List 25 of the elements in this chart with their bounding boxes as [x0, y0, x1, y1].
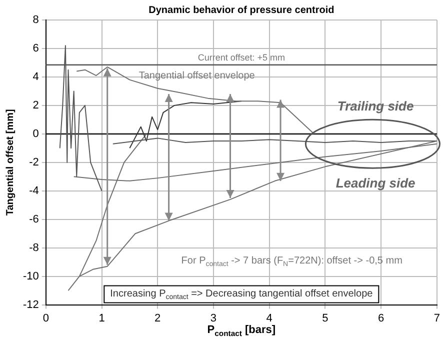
ref-line-label: Current offset: +5 mm — [198, 52, 285, 62]
annotation: Leading side — [336, 175, 416, 190]
x-tick-label: 1 — [98, 312, 105, 324]
annotation: Tangential offset envelope — [138, 70, 256, 82]
y-tick-label: 6 — [32, 42, 39, 55]
x-tick-label: 3 — [210, 312, 217, 324]
y-tick-label: 8 — [32, 14, 39, 26]
annotation: Trailing side — [337, 98, 414, 114]
x-tick-label: 5 — [322, 312, 328, 324]
y-tick-label: -2 — [29, 156, 39, 168]
x-tick-label: 4 — [266, 312, 272, 324]
y-tick-label: 2 — [32, 99, 39, 112]
y-tick-label: -4 — [29, 184, 39, 197]
y-tick-label: -8 — [29, 242, 39, 254]
x-tick-label: 2 — [154, 312, 161, 324]
x-tick-label: 6 — [378, 312, 384, 324]
y-axis-title: Tangential offset [mm] — [4, 109, 16, 216]
y-tick-label: -12 — [22, 298, 39, 311]
chart-title: Dynamic behavior of pressure centroid — [148, 4, 334, 16]
y-tick-label: -10 — [22, 270, 39, 282]
y-tick-label: -6 — [29, 213, 39, 226]
y-tick-label: 4 — [32, 70, 39, 83]
y-tick-label: 0 — [32, 128, 39, 140]
x-tick-label: 7 — [434, 312, 440, 324]
x-tick-label: 0 — [42, 312, 49, 324]
